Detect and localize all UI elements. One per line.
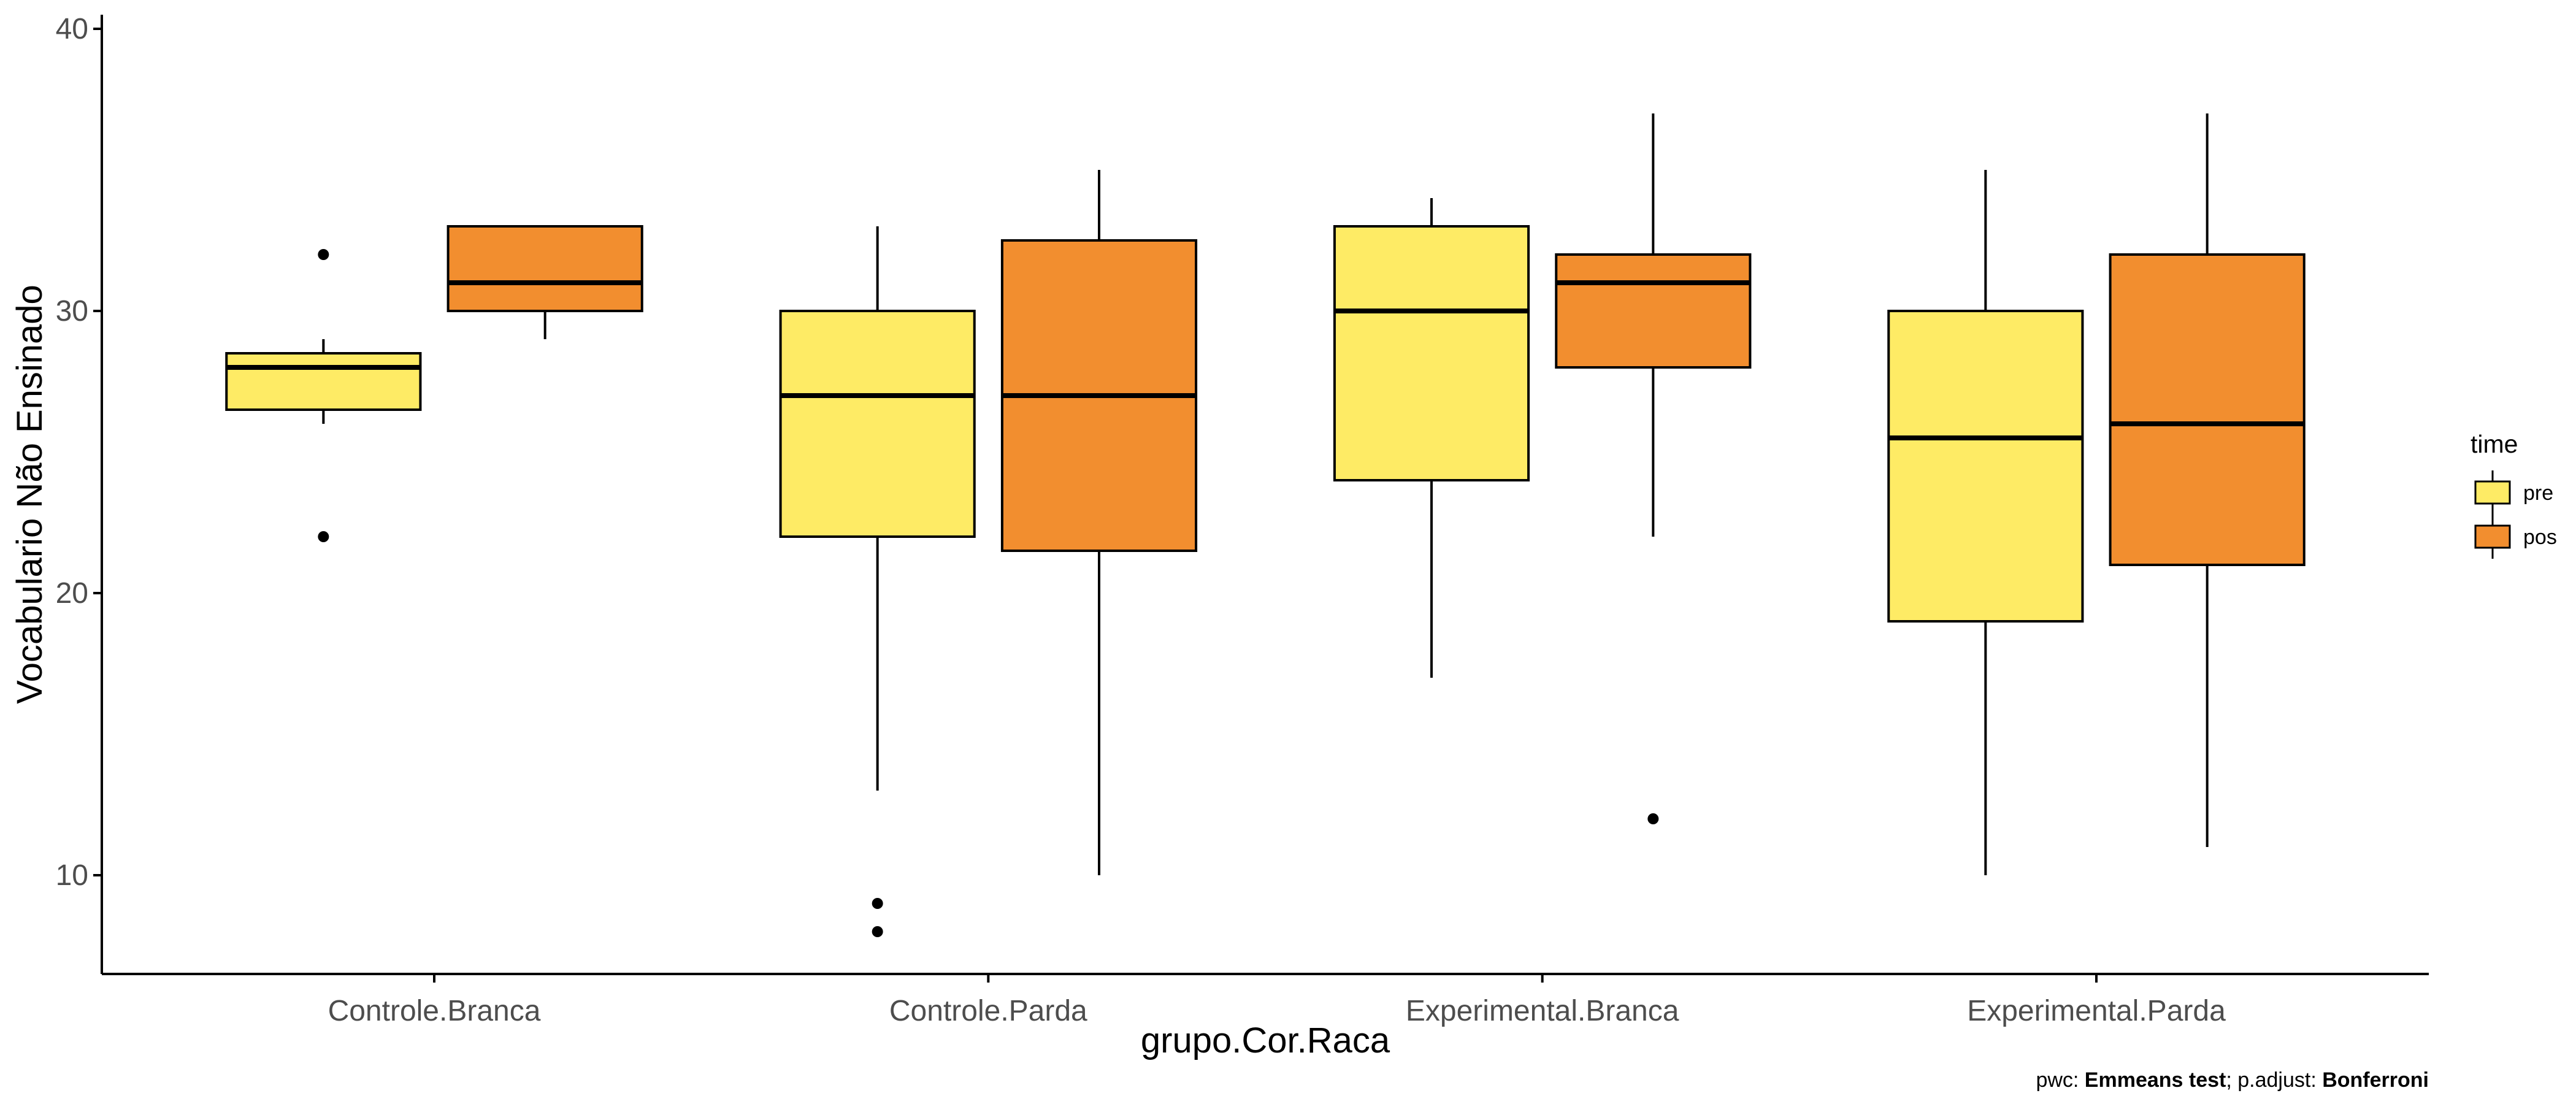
boxes-layer: [225, 113, 2306, 937]
outlier-point: [318, 249, 329, 260]
box-iqr: [447, 225, 643, 312]
caption-middle: ; p.adjust:: [2226, 1068, 2322, 1092]
y-tick-label: 30: [56, 295, 88, 328]
outlier-point: [318, 531, 329, 542]
x-tick-label: Experimental.Parda: [1967, 995, 2226, 1027]
x-tick-label: Controle.Parda: [889, 995, 1087, 1027]
box-iqr: [779, 310, 976, 538]
legend-item-pos: pos: [2474, 515, 2557, 559]
legend-label-pre: pre: [2523, 481, 2553, 505]
caption-test: Emmeans test: [2085, 1068, 2226, 1092]
box-iqr: [1887, 310, 2084, 623]
legend-key-pre: [2474, 480, 2511, 505]
x-tick-label: Controle.Branca: [328, 995, 541, 1027]
box-pre-Experimental.Parda: [1887, 170, 2084, 875]
box-pre-Controle.Branca: [225, 249, 422, 542]
y-tick-label: 20: [56, 577, 88, 610]
y-axis-title: Vocabulario Não Ensinado: [10, 285, 50, 704]
legend-key-pos: [2474, 524, 2511, 549]
legend-items: pre pos: [2474, 470, 2557, 559]
box-pos-Experimental.Branca: [1555, 113, 1752, 824]
outlier-point: [872, 926, 883, 937]
box-pos-Experimental.Parda: [2109, 113, 2306, 847]
box-pos-Controle.Branca: [447, 225, 643, 339]
box-iqr: [2109, 253, 2306, 566]
legend: time pre pos: [2471, 430, 2557, 559]
caption: pwc: Emmeans test; p.adjust: Bonferroni: [2036, 1068, 2429, 1092]
box-iqr: [1333, 225, 1530, 481]
box-pre-Controle.Parda: [779, 226, 976, 937]
legend-label-pos: pos: [2523, 526, 2557, 549]
box-iqr: [225, 352, 422, 411]
box-iqr: [1555, 253, 1752, 369]
box-pre-Experimental.Branca: [1333, 198, 1530, 678]
y-tick-label: 40: [56, 13, 88, 45]
legend-item-pre: pre: [2474, 470, 2553, 515]
box-pos-Controle.Parda: [1000, 170, 1198, 875]
caption-method: Bonferroni: [2322, 1068, 2429, 1092]
axes-layer: [101, 15, 2429, 975]
outlier-point: [872, 898, 883, 909]
x-axis-title: grupo.Cor.Raca: [1141, 1021, 1390, 1060]
legend-title: time: [2471, 430, 2518, 458]
y-tick-label: 10: [56, 859, 88, 892]
caption-prefix: pwc:: [2036, 1068, 2084, 1092]
outlier-point: [1647, 813, 1659, 824]
ticks-layer: 10 20 30 40 Controle.Branca Controle.Parda Exp…: [56, 13, 2226, 1027]
x-tick-label: Experimental.Branca: [1406, 995, 1679, 1027]
